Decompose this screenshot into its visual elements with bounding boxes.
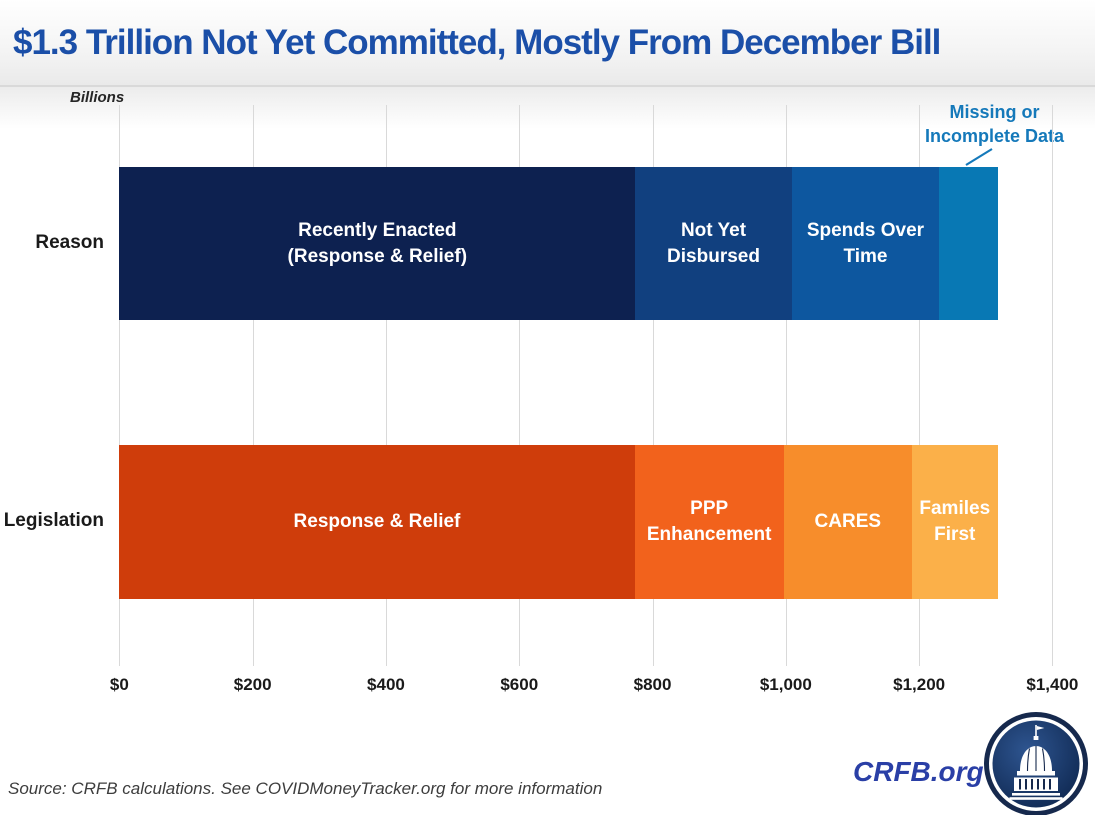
bar-segment-label: First — [934, 524, 976, 545]
missing-data-annotation: Missing or Incomplete Data — [912, 100, 1077, 148]
bar-segment-missing-or-incomplete-data — [939, 167, 998, 320]
bar-segment-response-relief: Response & Relief — [119, 445, 635, 599]
gridline — [652, 105, 654, 666]
crfb-org-label: CRFB.org — [853, 756, 984, 787]
x-tick-label: $800 — [633, 675, 672, 694]
x-tick-label: $1,000 — [759, 675, 812, 694]
crfb-capitol-logo-icon — [984, 712, 1088, 815]
row-label-legislation: Legislation — [3, 510, 104, 531]
gridline — [252, 105, 254, 666]
bar-segment-label: Response & Relief — [293, 511, 461, 532]
header-fade — [0, 87, 1095, 129]
axis-units-label: Billions — [70, 89, 125, 106]
x-tick-label: $1,400 — [1026, 675, 1079, 694]
bar-segment-label: Enhancement — [646, 524, 772, 545]
bar-segment-ppp-enhancement: PPP Enhancement — [634, 445, 784, 599]
bar-segment-label: Time — [843, 245, 888, 267]
bar-segment-label: Not Yet — [680, 219, 747, 241]
row-label-reason: Reason — [35, 231, 104, 253]
annotation-line-2: Incomplete Data — [924, 126, 1065, 146]
bar-segment-label: PPP — [690, 498, 729, 519]
gridline — [519, 105, 521, 666]
x-tick-label: $1,200 — [893, 675, 946, 694]
bar-segment-spends-over-time: Spends Over Time — [791, 167, 940, 320]
gridline — [1052, 105, 1054, 666]
bar-segment-label: CARES — [814, 511, 882, 532]
gridline — [785, 105, 787, 666]
x-tick-label: $600 — [500, 675, 539, 694]
title-band: $1.3 Trillion Not Yet Committed, Mostly … — [0, 0, 1095, 87]
bar-segment-label: Disbursed — [667, 245, 760, 267]
x-tick-label: $200 — [233, 675, 272, 694]
bar-segment-label: Familes — [919, 498, 991, 519]
bar-segment-label: Spends Over — [806, 219, 925, 241]
page-title: $1.3 Trillion Not Yet Committed, Mostly … — [13, 22, 941, 62]
bar-segment-recently-enacted-response-relief: Recently Enacted (Response & Relief) — [119, 167, 636, 320]
x-tick-label: $400 — [367, 675, 405, 694]
gridline — [385, 105, 387, 666]
x-tick-label: $0 — [109, 675, 129, 694]
bar-segment-label: (Response & Relief) — [287, 245, 468, 267]
bar-segment-label: Recently Enacted — [298, 219, 457, 241]
source-note: Source: CRFB calculations. See COVIDMone… — [8, 779, 603, 798]
bar-segment-cares: CARES — [783, 445, 912, 599]
gridline — [119, 105, 121, 666]
gridline — [919, 105, 921, 666]
bar-segment-not-yet-disbursed: Not Yet Disbursed — [635, 167, 792, 320]
bar-segment-familes-first: Familes First — [911, 445, 998, 599]
annotation-line-1: Missing or — [949, 102, 1040, 122]
